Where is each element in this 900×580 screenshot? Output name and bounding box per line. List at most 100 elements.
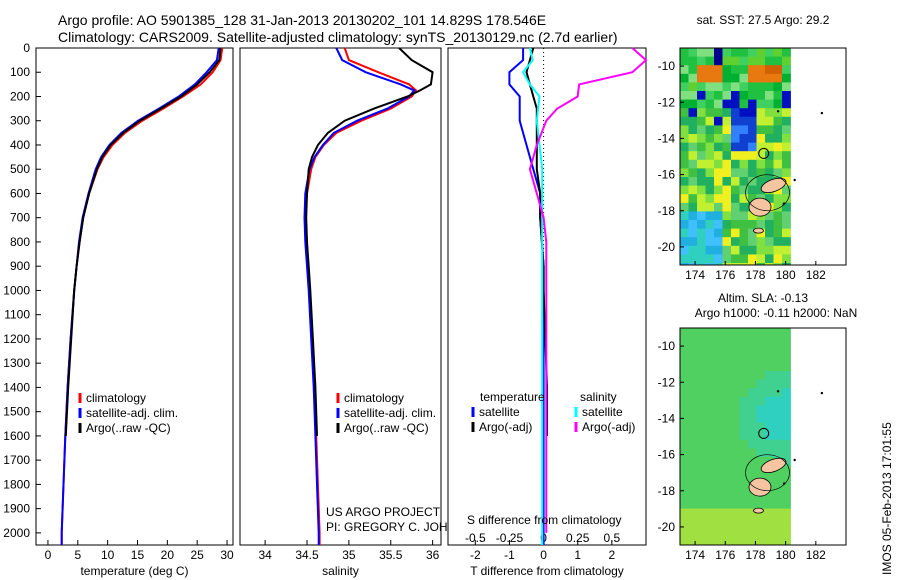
sst-cell [731,185,740,195]
sla-cell [680,457,689,466]
sst-cell [680,228,689,238]
sla-cell [748,362,757,372]
sla-cell [748,517,757,527]
sla-cell [782,422,791,432]
sla-cell [731,431,740,441]
sla-cell [722,414,732,423]
sst-cell [697,125,706,135]
sla-cell [705,517,715,527]
sla-cell [705,379,715,389]
sst-cell [773,254,783,264]
depth-tick-label: 600 [10,186,30,200]
sst-cell [722,228,732,238]
sst-cell [773,237,783,247]
temperature-xlabel: temperature (deg C) [80,564,188,578]
sst-cell [680,245,689,255]
sst-cell [714,263,723,265]
sla-island-vanualevu [760,457,787,474]
sla-cell [722,457,732,466]
sla-cell [688,517,698,527]
sst-cell [722,245,732,255]
sla-cell [765,379,774,389]
sla-cell [705,465,715,475]
sla-cell [765,448,774,458]
sla-cell [756,457,766,466]
sst-cell [765,99,774,109]
sla-cell [731,336,740,346]
sst-cell [714,237,723,247]
sla-cell [688,534,698,544]
salinity-panel: 34 34.5 35 35.5 36 salinity climatologysatelli… [239,47,442,578]
sst-cell [782,263,791,265]
sst-cell [731,220,740,229]
sla-cell [722,396,732,406]
sla-cell [748,353,757,363]
sla-cell [697,457,706,466]
sla-cell [782,500,791,509]
sst-cell [748,220,757,229]
sst-cell [765,168,774,178]
sst-cell [680,220,689,229]
sst-cell [714,142,723,152]
sst-cell [731,202,740,212]
sst-cell [680,56,689,66]
sla-cell [748,534,757,544]
temp-xtick-label: 5 [74,548,81,562]
sla-cell [765,508,774,518]
sst-cell [705,159,715,169]
sst-cell [739,159,749,169]
sst-cell [748,168,757,178]
sst-cell [705,134,715,143]
sst-cell [722,168,732,178]
sla-cell [697,388,706,398]
depth-tick-label: 1000 [3,283,30,297]
sla-cell [705,439,715,449]
sst-cell [697,73,706,83]
sst-cell [782,99,791,109]
sla-cell [688,474,698,484]
sst-cell [714,82,723,92]
sla-cell [714,534,723,544]
sst-xtick-label: 182 [806,268,826,282]
sla-cell [748,508,757,518]
sla-cell [782,379,791,389]
sla-cell [722,543,732,545]
sst-cell [714,159,723,169]
sla-cell [714,345,723,355]
sla-cell [756,465,766,475]
sla-cell [688,328,698,337]
sst-cell [688,142,698,152]
sst-cell [756,56,766,66]
temp-xtick-label: 30 [220,548,234,562]
sst-cell [765,56,774,66]
sla-cell [722,362,732,372]
sst-island-vitilevu [748,197,772,217]
sst-islet [820,111,824,115]
sst-cell [688,73,698,83]
sst-cell [680,185,689,195]
sla-cell [705,525,715,535]
sst-cell [756,65,766,75]
sst-cell [782,82,791,92]
sla-cell [714,336,723,346]
sst-cell [773,134,783,143]
sla-cell [714,371,723,380]
sla-cell [680,414,689,423]
sst-cell [680,211,689,221]
sst-cell [705,245,715,255]
sst-cell [680,263,689,265]
sla-cell [756,422,766,432]
sla-cell [765,439,774,449]
sst-ytick-label: -20 [658,240,676,254]
sla-ytick-label: -18 [658,484,676,498]
temp-xtick-label: 25 [191,548,205,562]
sst-map-title: sat. SST: 27.5 Argo: 29.2 [697,13,830,27]
sla-cell [782,353,791,363]
sla-cell [756,362,766,372]
temperature-frame [35,47,234,546]
sst-cell [748,177,757,186]
sal-series-2 [305,47,434,436]
tdiff-xtick-label: -1 [504,548,515,562]
sst-cell [739,177,749,186]
sst-cell [688,168,698,178]
